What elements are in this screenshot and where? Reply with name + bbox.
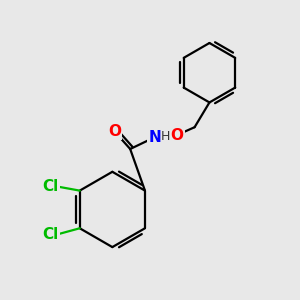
Text: Cl: Cl bbox=[42, 227, 58, 242]
Text: O: O bbox=[108, 124, 121, 139]
Text: N: N bbox=[148, 130, 161, 145]
Text: O: O bbox=[170, 128, 183, 142]
Text: Cl: Cl bbox=[42, 179, 58, 194]
Text: H: H bbox=[161, 130, 170, 142]
